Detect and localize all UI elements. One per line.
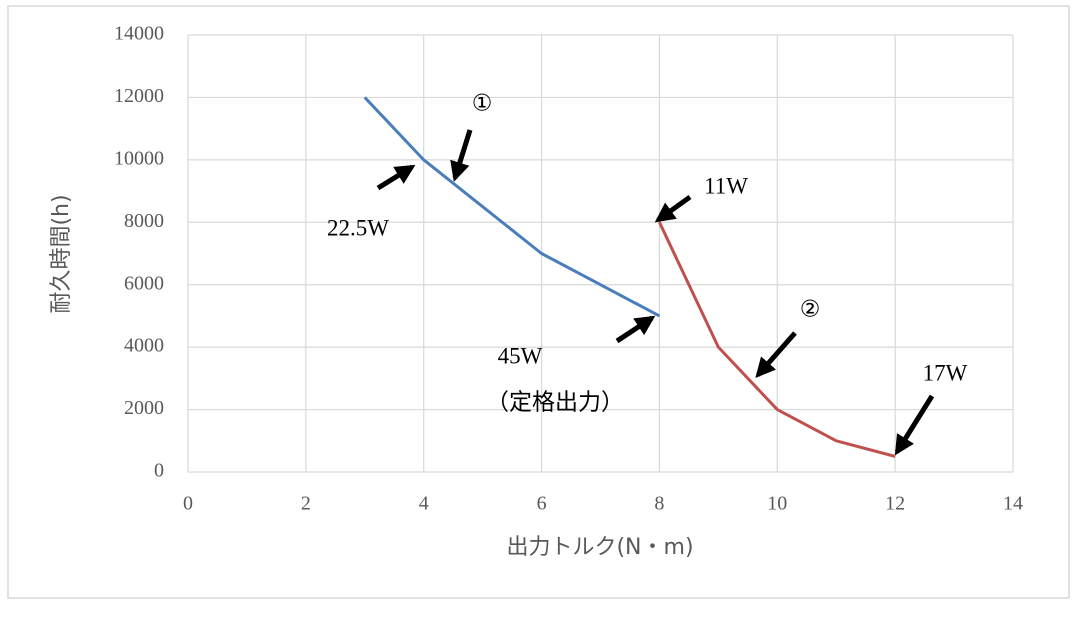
x-tick-label: 10 [767,493,787,515]
annotation: ① [472,90,493,115]
y-tick-label: 0 [154,460,164,482]
x-axis-title: 出力トルク(N・m) [506,535,693,560]
annotation: 17W [923,360,968,385]
y-tick-label: 10000 [114,147,164,169]
y-axis-title: 耐久時間(h) [49,194,74,313]
x-tick-label: 14 [1003,493,1023,515]
annotation: （定格出力） [486,389,624,414]
arrow [654,194,692,223]
x-tick-label: 2 [301,493,311,515]
y-tick-label: 2000 [124,397,164,419]
annotation: 22.5W [327,215,389,240]
annotation: ② [800,296,821,321]
y-tick-label: 12000 [114,85,164,107]
chart-border [7,5,1070,599]
x-tick-label: 6 [537,493,547,515]
arrow [894,394,935,456]
annotation: 11W [704,173,748,198]
arrow [615,315,656,344]
x-tick-label: 8 [654,493,664,515]
arrow [450,129,473,182]
y-tick-label: 8000 [124,210,164,232]
x-tick-label: 4 [419,493,429,515]
arrow [755,331,797,379]
y-tick-label: 6000 [124,272,164,294]
series-line [658,221,896,458]
y-tick-label: 14000 [114,23,164,45]
series-line [363,96,661,318]
y-tick-label: 4000 [124,335,164,357]
x-tick-label: 12 [885,493,905,515]
arrow [376,164,416,191]
x-tick-label: 0 [183,493,193,515]
annotation: 45W [498,343,543,368]
